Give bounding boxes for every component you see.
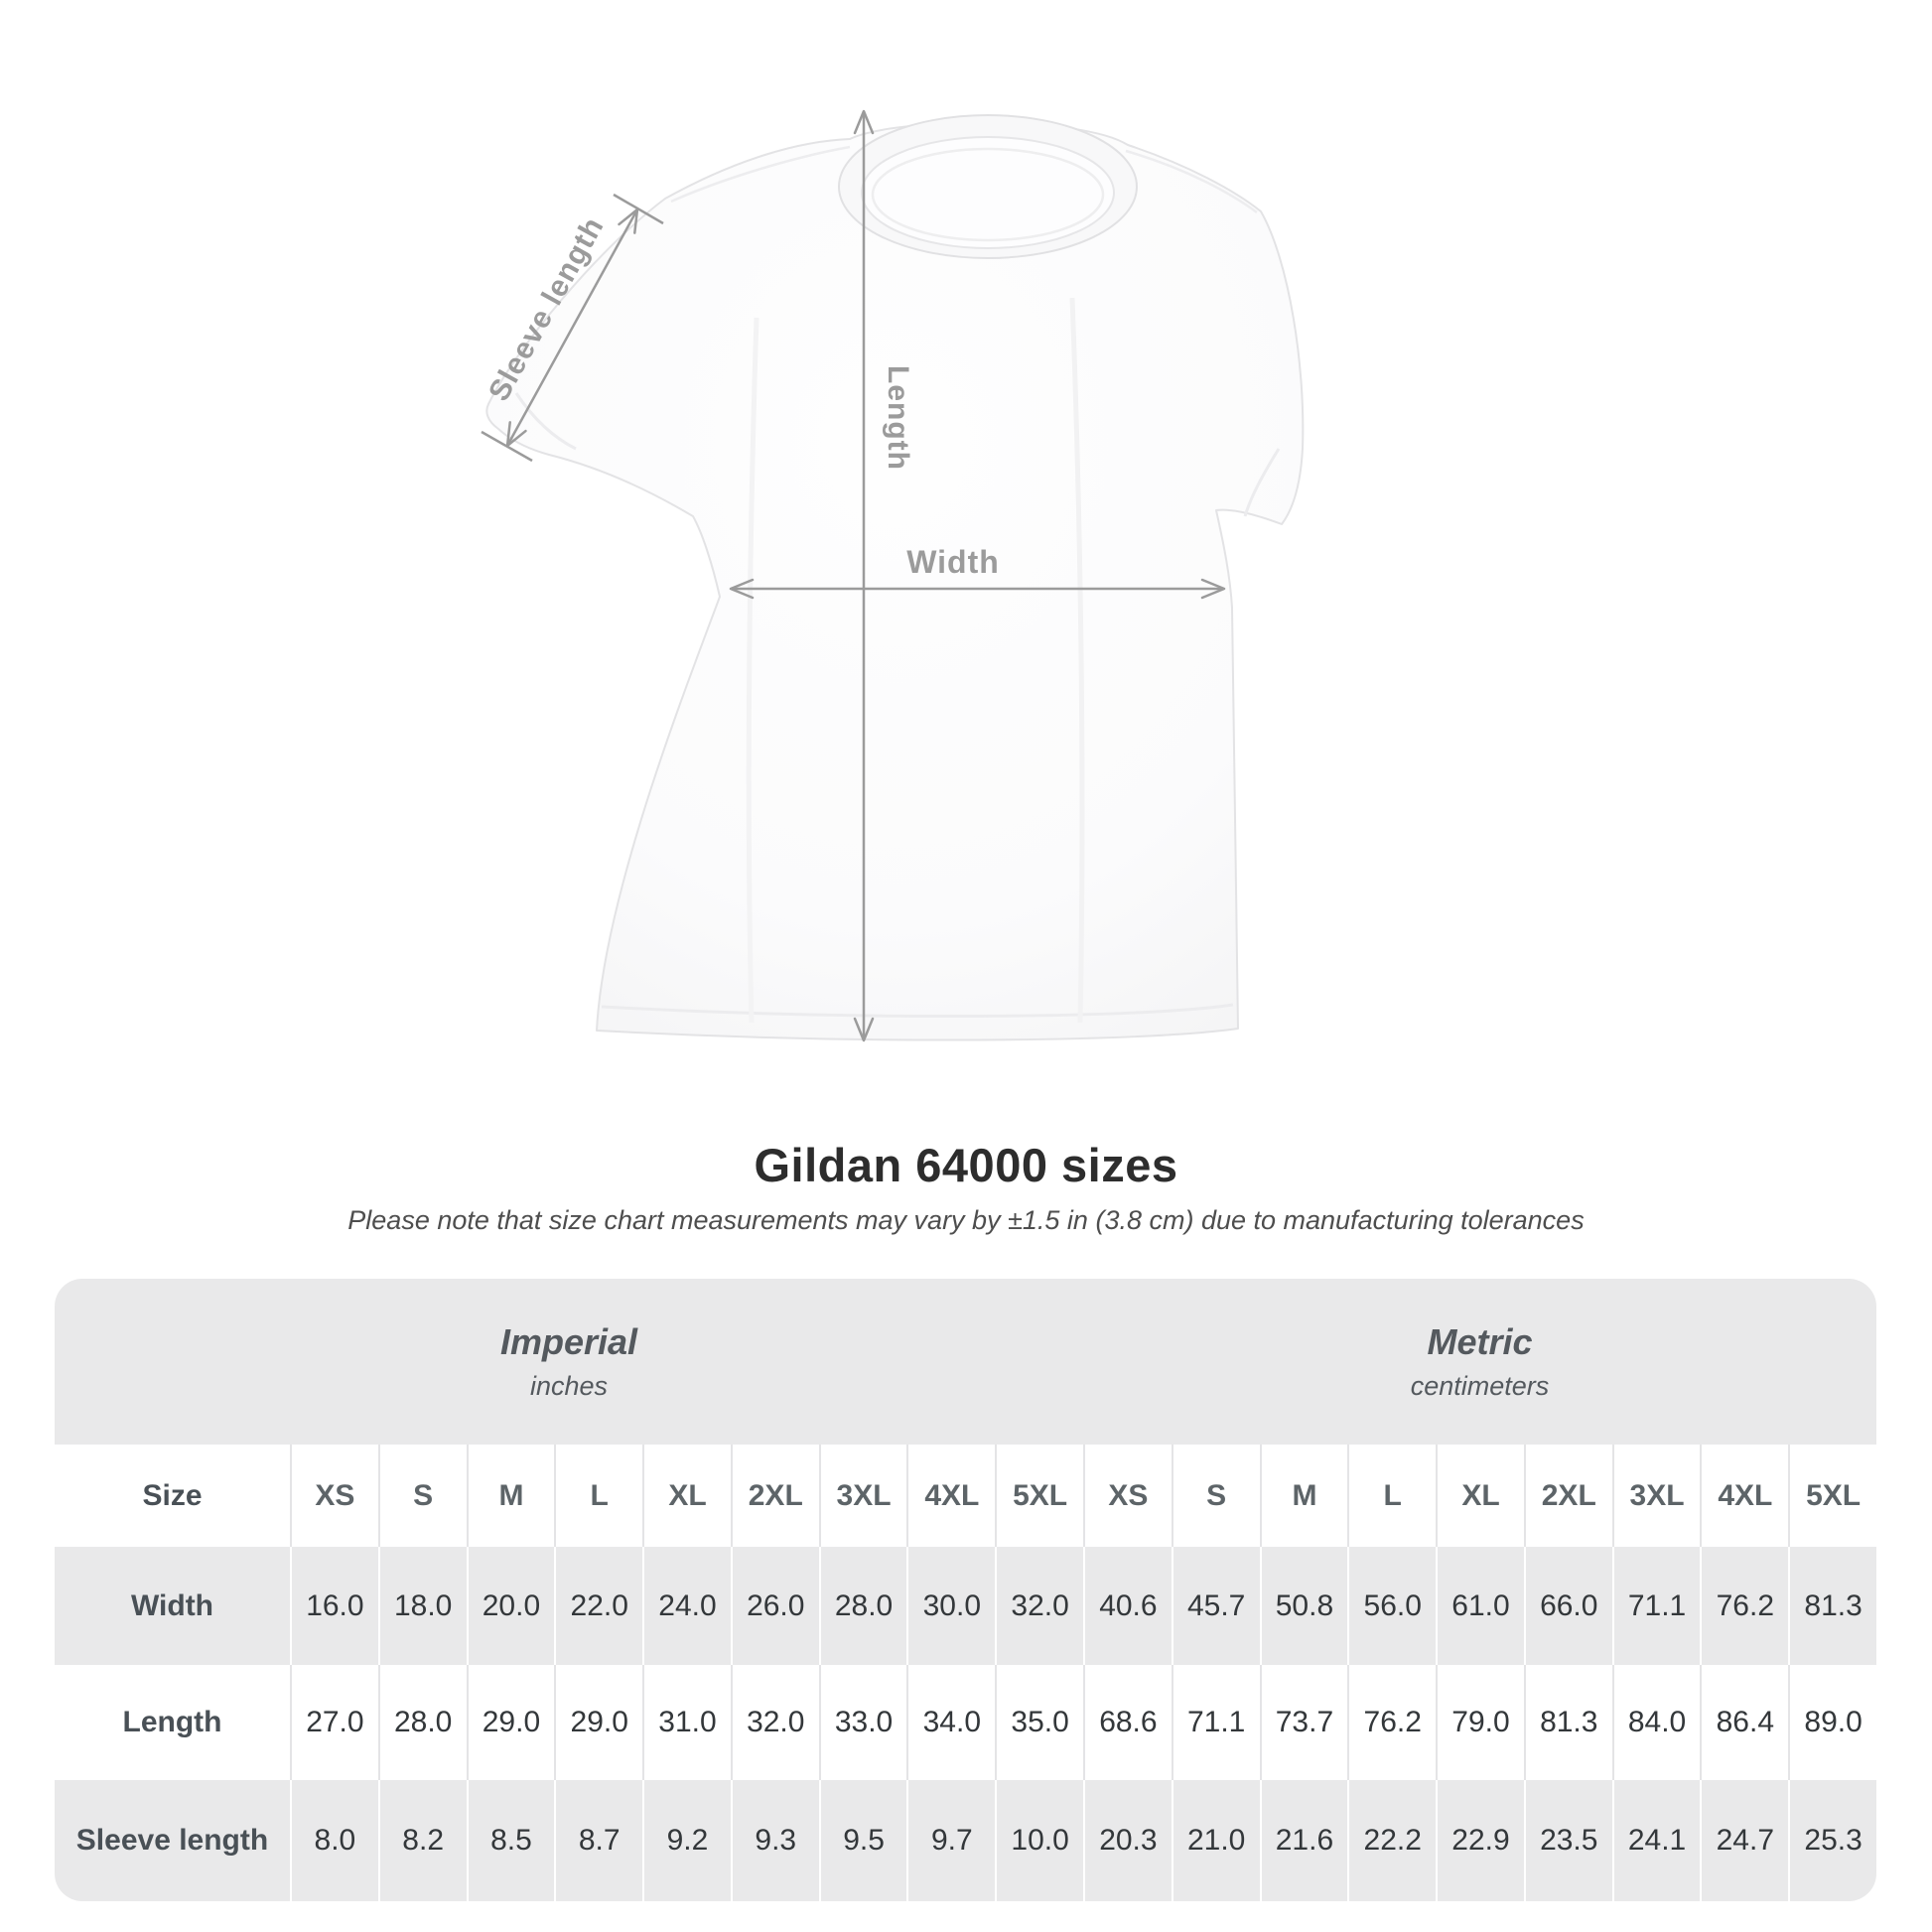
tshirt-collar bbox=[838, 114, 1138, 259]
measurement-cell-metric: 25.3 bbox=[1788, 1780, 1876, 1901]
page-title: Gildan 64000 sizes bbox=[754, 1139, 1178, 1191]
unit-group-unit: inches bbox=[529, 1371, 609, 1401]
measurement-cell-imperial: 28.0 bbox=[818, 1547, 907, 1665]
unit-group-imperial: Imperial inches bbox=[55, 1279, 1083, 1445]
row-label: Length bbox=[55, 1665, 290, 1780]
tshirt-measurement-diagram: Sleeve length Length Width bbox=[481, 109, 1305, 1042]
unit-group-label: Metric bbox=[1427, 1321, 1533, 1362]
measurement-cell-metric: 71.1 bbox=[1171, 1665, 1260, 1780]
measurement-cell-metric: 24.7 bbox=[1700, 1780, 1789, 1901]
measurement-cell-metric: 40.6 bbox=[1083, 1547, 1172, 1665]
measurement-cell-metric: 22.2 bbox=[1347, 1780, 1437, 1901]
measurement-cell-metric: 45.7 bbox=[1171, 1547, 1260, 1665]
length-annotation: Length bbox=[882, 365, 914, 471]
size-header-metric: XL bbox=[1436, 1445, 1524, 1547]
measurement-arrows bbox=[481, 109, 1226, 1042]
size-header-imperial: 3XL bbox=[818, 1445, 907, 1547]
size-header-imperial: XL bbox=[642, 1445, 731, 1547]
row-label: Sleeve length bbox=[55, 1780, 290, 1901]
measurement-cell-metric: 86.4 bbox=[1700, 1665, 1789, 1780]
measurement-cell-metric: 22.9 bbox=[1436, 1780, 1524, 1901]
measurement-cell-imperial: 30.0 bbox=[906, 1547, 996, 1665]
measurement-cell-imperial: 16.0 bbox=[290, 1547, 378, 1665]
measurement-cell-metric: 84.0 bbox=[1611, 1665, 1701, 1780]
measurement-cell-imperial: 29.0 bbox=[554, 1665, 643, 1780]
measurement-cell-metric: 66.0 bbox=[1523, 1547, 1612, 1665]
size-header-metric: 4XL bbox=[1700, 1445, 1789, 1547]
measurement-cell-imperial: 8.0 bbox=[290, 1780, 378, 1901]
unit-group-unit: centimeters bbox=[1410, 1371, 1550, 1401]
size-header-metric: XS bbox=[1083, 1445, 1172, 1547]
measurement-cell-imperial: 18.0 bbox=[377, 1547, 467, 1665]
size-header-imperial: XS bbox=[290, 1445, 378, 1547]
size-header-imperial: 5XL bbox=[995, 1445, 1083, 1547]
size-header-imperial: L bbox=[554, 1445, 643, 1547]
measurement-cell-imperial: 9.2 bbox=[642, 1780, 731, 1901]
measurement-cell-imperial: 9.3 bbox=[730, 1780, 819, 1901]
measurement-cell-imperial: 20.0 bbox=[466, 1547, 555, 1665]
measurement-cell-imperial: 22.0 bbox=[554, 1547, 643, 1665]
measurement-cell-metric: 73.7 bbox=[1259, 1665, 1348, 1780]
measurement-cell-imperial: 8.2 bbox=[377, 1780, 467, 1901]
measurement-cell-metric: 50.8 bbox=[1259, 1547, 1348, 1665]
measurement-cell-metric: 81.3 bbox=[1788, 1547, 1876, 1665]
sleeve-arrow bbox=[505, 207, 639, 448]
unit-group-metric: Metric centimeters bbox=[1083, 1279, 1876, 1445]
measurement-cell-metric: 20.3 bbox=[1083, 1780, 1172, 1901]
size-header-metric: 2XL bbox=[1523, 1445, 1612, 1547]
size-table: Imperial inches Metric centimeters Size X… bbox=[55, 1279, 1876, 1901]
size-header-metric: 3XL bbox=[1611, 1445, 1701, 1547]
size-header-metric: L bbox=[1347, 1445, 1437, 1547]
measurement-cell-metric: 21.0 bbox=[1171, 1780, 1260, 1901]
tshirt-image bbox=[481, 109, 1305, 1042]
measurement-cell-imperial: 26.0 bbox=[730, 1547, 819, 1665]
size-header-imperial: S bbox=[377, 1445, 467, 1547]
measurement-cell-imperial: 32.0 bbox=[995, 1547, 1083, 1665]
sleeve-arrow-cap-bottom bbox=[481, 430, 533, 463]
measurement-cell-metric: 79.0 bbox=[1436, 1665, 1524, 1780]
measurement-cell-metric: 24.1 bbox=[1611, 1780, 1701, 1901]
size-header-imperial: M bbox=[466, 1445, 555, 1547]
measurement-cell-imperial: 8.7 bbox=[554, 1780, 643, 1901]
measurement-cell-metric: 61.0 bbox=[1436, 1547, 1524, 1665]
measurement-cell-metric: 71.1 bbox=[1611, 1547, 1701, 1665]
measurement-cell-imperial: 27.0 bbox=[290, 1665, 378, 1780]
measurement-cell-imperial: 33.0 bbox=[818, 1665, 907, 1780]
measurement-cell-imperial: 31.0 bbox=[642, 1665, 731, 1780]
measurement-cell-metric: 76.2 bbox=[1347, 1665, 1437, 1780]
width-annotation: Width bbox=[906, 544, 1000, 580]
measurement-cell-imperial: 35.0 bbox=[995, 1665, 1083, 1780]
row-label: Width bbox=[55, 1547, 290, 1665]
size-header-metric: 5XL bbox=[1788, 1445, 1876, 1547]
measurement-cell-imperial: 34.0 bbox=[906, 1665, 996, 1780]
size-column-header: Size bbox=[55, 1445, 290, 1547]
measurement-cell-imperial: 10.0 bbox=[995, 1780, 1083, 1901]
measurement-cell-imperial: 9.5 bbox=[818, 1780, 907, 1901]
measurement-cell-metric: 56.0 bbox=[1347, 1547, 1437, 1665]
measurement-cell-imperial: 9.7 bbox=[906, 1780, 996, 1901]
size-header-imperial: 2XL bbox=[730, 1445, 819, 1547]
tolerance-note: Please note that size chart measurements… bbox=[347, 1205, 1585, 1235]
measurement-cell-metric: 68.6 bbox=[1083, 1665, 1172, 1780]
measurement-cell-metric: 21.6 bbox=[1259, 1780, 1348, 1901]
size-header-metric: S bbox=[1171, 1445, 1260, 1547]
measurement-cell-imperial: 28.0 bbox=[377, 1665, 467, 1780]
measurement-cell-metric: 76.2 bbox=[1700, 1547, 1789, 1665]
measurement-cell-imperial: 32.0 bbox=[730, 1665, 819, 1780]
sleeve-arrow-cap-top bbox=[613, 193, 664, 225]
measurement-cell-imperial: 24.0 bbox=[642, 1547, 731, 1665]
size-header-metric: M bbox=[1259, 1445, 1348, 1547]
size-header-imperial: 4XL bbox=[906, 1445, 996, 1547]
unit-group-label: Imperial bbox=[499, 1321, 638, 1362]
measurement-cell-metric: 23.5 bbox=[1523, 1780, 1612, 1901]
measurement-cell-metric: 89.0 bbox=[1788, 1665, 1876, 1780]
measurement-cell-metric: 81.3 bbox=[1523, 1665, 1612, 1780]
measurement-cell-imperial: 29.0 bbox=[466, 1665, 555, 1780]
measurement-cell-imperial: 8.5 bbox=[466, 1780, 555, 1901]
